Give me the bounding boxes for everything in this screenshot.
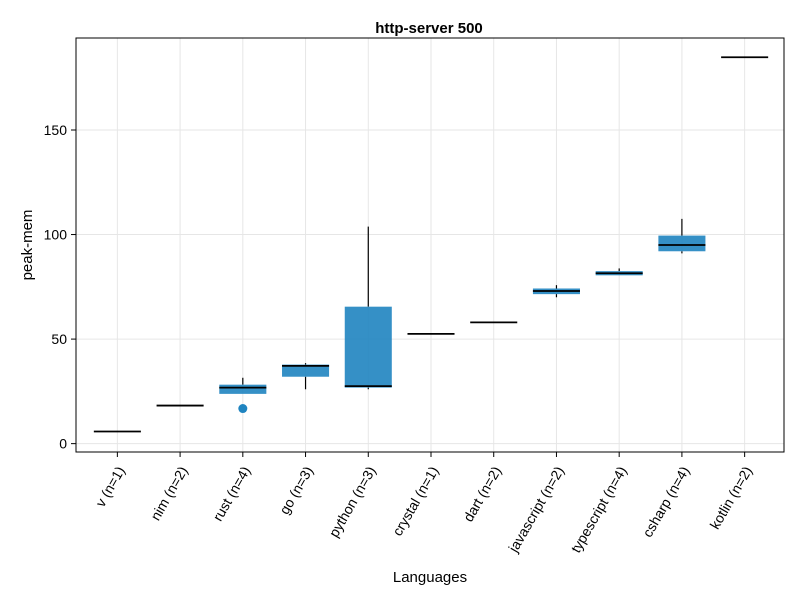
box-3 [282, 363, 330, 390]
x-tick-label: crystal (n=1) [389, 464, 442, 539]
x-tick-label: csharp (n=4) [639, 464, 692, 540]
y-axis: 0 50 100 150 [44, 122, 76, 452]
box-iqr [658, 235, 706, 252]
outlier-point [238, 404, 248, 414]
y-tick-label: 0 [59, 436, 67, 452]
y-tick-label: 50 [51, 331, 67, 347]
x-tick-label: go (n=3) [276, 464, 316, 518]
x-axis: v (n=1) nim (n=2) rust (n=4) go (n=3) python… [92, 452, 755, 556]
chart-title: http-server 500 [375, 20, 483, 37]
box-plots [93, 56, 769, 433]
box-9 [658, 218, 706, 254]
y-tick-label: 100 [44, 227, 68, 243]
box-iqr [282, 364, 330, 377]
box-2 [219, 377, 267, 414]
box-8 [595, 268, 643, 276]
x-tick-label: kotlin (n=2) [707, 464, 756, 532]
x-tick-label: python (n=3) [326, 464, 379, 540]
box-iqr [219, 384, 267, 394]
x-tick-label: v (n=1) [92, 464, 128, 510]
box-iqr [344, 306, 392, 388]
box-7 [532, 285, 580, 298]
x-tick-label: nim (n=2) [147, 464, 191, 524]
x-tick-label: dart (n=2) [460, 464, 504, 525]
box-4 [344, 226, 392, 390]
plot-frame [75, 37, 785, 453]
x-tick-label: typescript (n=4) [567, 464, 629, 556]
x-tick-label: rust (n=4) [209, 464, 253, 524]
y-axis-label: peak-mem [19, 210, 36, 281]
x-axis-label: Languages [393, 569, 467, 586]
y-tick-label: 150 [44, 122, 68, 138]
x-tick-label: javascript (n=2) [505, 464, 567, 556]
